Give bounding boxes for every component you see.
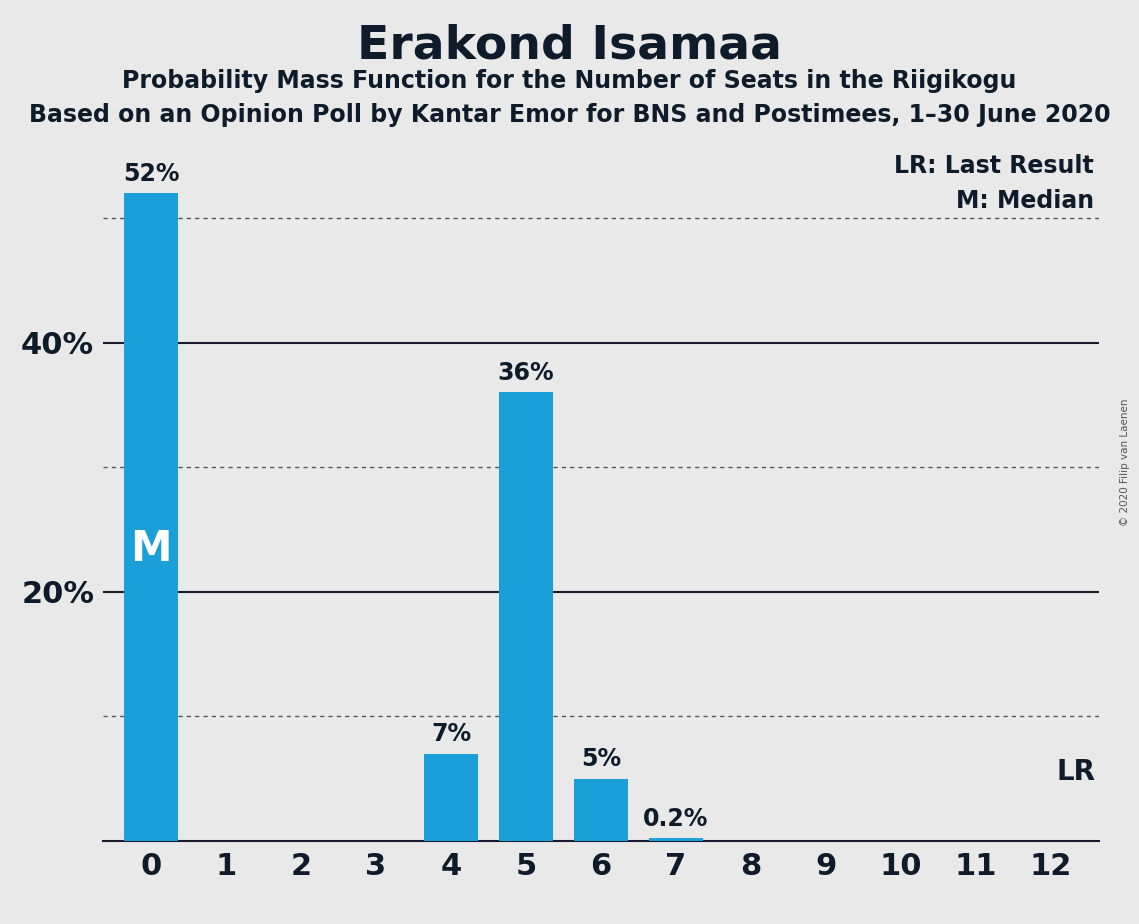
Bar [499,393,552,841]
Bar [124,193,178,841]
Text: Probability Mass Function for the Number of Seats in the Riigikogu: Probability Mass Function for the Number… [122,69,1017,93]
Text: © 2020 Filip van Laenen: © 2020 Filip van Laenen [1121,398,1130,526]
Text: M: Median: M: Median [956,188,1095,213]
Text: M: M [131,529,172,570]
Text: 0.2%: 0.2% [644,807,708,831]
Text: 36%: 36% [498,361,555,385]
Text: 7%: 7% [431,723,472,747]
Text: Erakond Isamaa: Erakond Isamaa [357,23,782,68]
Text: Based on an Opinion Poll by Kantar Emor for BNS and Postimees, 1–30 June 2020: Based on an Opinion Poll by Kantar Emor … [28,103,1111,128]
Bar [649,838,703,841]
Text: 52%: 52% [123,162,180,186]
Text: LR: LR [1056,759,1096,786]
Text: 5%: 5% [581,748,621,771]
Bar [574,779,628,841]
Bar [424,754,478,841]
Text: LR: Last Result: LR: Last Result [894,153,1095,177]
